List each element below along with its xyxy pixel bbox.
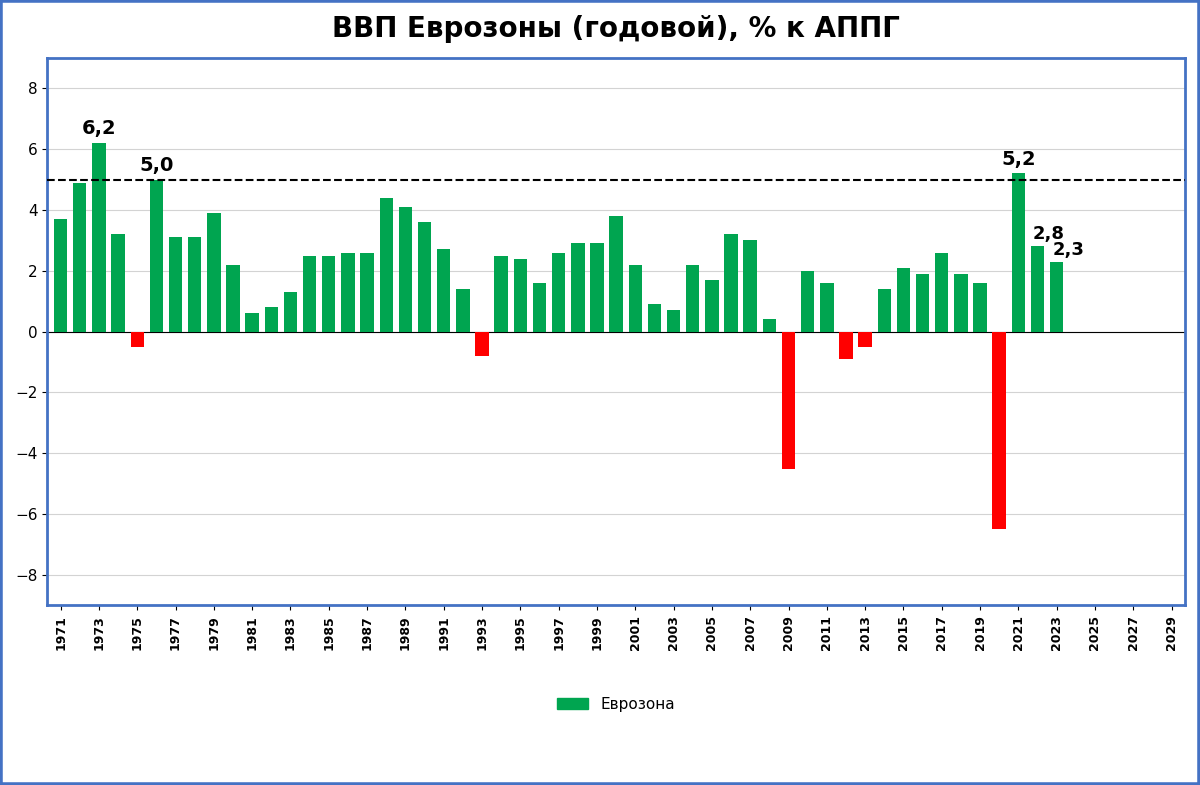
Bar (1050, 261, 1063, 331)
Bar (590, 243, 604, 331)
Bar (706, 280, 719, 331)
Bar (781, 331, 796, 469)
Text: 5,0: 5,0 (139, 156, 174, 175)
Bar (820, 283, 834, 331)
Bar (896, 268, 910, 331)
Bar (935, 253, 948, 331)
Bar (208, 213, 221, 331)
Bar (73, 183, 86, 331)
Bar (169, 237, 182, 331)
Bar (475, 331, 488, 356)
Bar (188, 237, 202, 331)
Bar (227, 265, 240, 331)
Text: 6,2: 6,2 (82, 119, 116, 138)
Bar (360, 253, 374, 331)
Bar (648, 305, 661, 331)
Bar (667, 310, 680, 331)
Bar (1012, 173, 1025, 331)
Bar (877, 289, 890, 331)
Bar (954, 274, 967, 331)
Bar (379, 198, 392, 331)
Bar (265, 307, 278, 331)
Bar (283, 292, 298, 331)
Bar (150, 180, 163, 331)
Legend: Еврозона: Еврозона (551, 691, 680, 718)
Bar (322, 256, 336, 331)
Bar (54, 219, 67, 331)
Bar (1031, 246, 1044, 331)
Bar (629, 265, 642, 331)
Bar (916, 274, 929, 331)
Bar (973, 283, 986, 331)
Bar (992, 331, 1006, 529)
Text: 2,3: 2,3 (1052, 241, 1084, 258)
Bar (552, 253, 565, 331)
Bar (858, 331, 872, 347)
Bar (341, 253, 355, 331)
Bar (744, 240, 757, 331)
Bar (725, 234, 738, 331)
Bar (92, 143, 106, 331)
Bar (131, 331, 144, 347)
Bar (686, 265, 700, 331)
Bar (398, 207, 412, 331)
Bar (800, 271, 815, 331)
Bar (763, 319, 776, 331)
Bar (610, 216, 623, 331)
Bar (571, 243, 584, 331)
Bar (494, 256, 508, 331)
Text: 5,2: 5,2 (1001, 150, 1036, 169)
Bar (418, 222, 431, 331)
Title: ВВП Еврозоны (годовой), % к АППГ: ВВП Еврозоны (годовой), % к АППГ (332, 15, 900, 43)
Bar (437, 250, 450, 331)
Bar (839, 331, 853, 359)
Bar (533, 283, 546, 331)
Bar (456, 289, 469, 331)
Bar (112, 234, 125, 331)
Bar (302, 256, 317, 331)
Text: 2,8: 2,8 (1033, 225, 1066, 243)
Bar (514, 258, 527, 331)
Bar (246, 313, 259, 331)
